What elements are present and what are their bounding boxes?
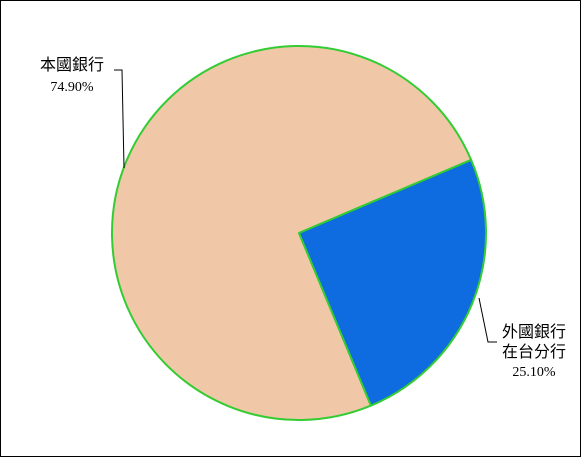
slice-label-domestic-banks: 本國銀行 bbox=[40, 56, 104, 74]
slice-domestic-banks bbox=[111, 45, 473, 421]
slice-label-foreign-banks-line2: 在台分行 bbox=[502, 343, 566, 361]
slice-label-foreign-banks-line1: 外國銀行 bbox=[502, 323, 566, 341]
slice-value-domestic-banks: 74.90% bbox=[50, 80, 94, 95]
pie-slices bbox=[111, 45, 487, 421]
leader-line-foreign-banks bbox=[478, 297, 497, 343]
slice-labels: 本國銀行 74.90% 外國銀行 在台分行 25.10% bbox=[40, 56, 566, 380]
leader-line-domestic-banks bbox=[114, 69, 125, 169]
slice-foreign-banks bbox=[298, 158, 487, 407]
leader-lines bbox=[114, 69, 497, 343]
slice-value-foreign-banks: 25.10% bbox=[512, 365, 556, 380]
